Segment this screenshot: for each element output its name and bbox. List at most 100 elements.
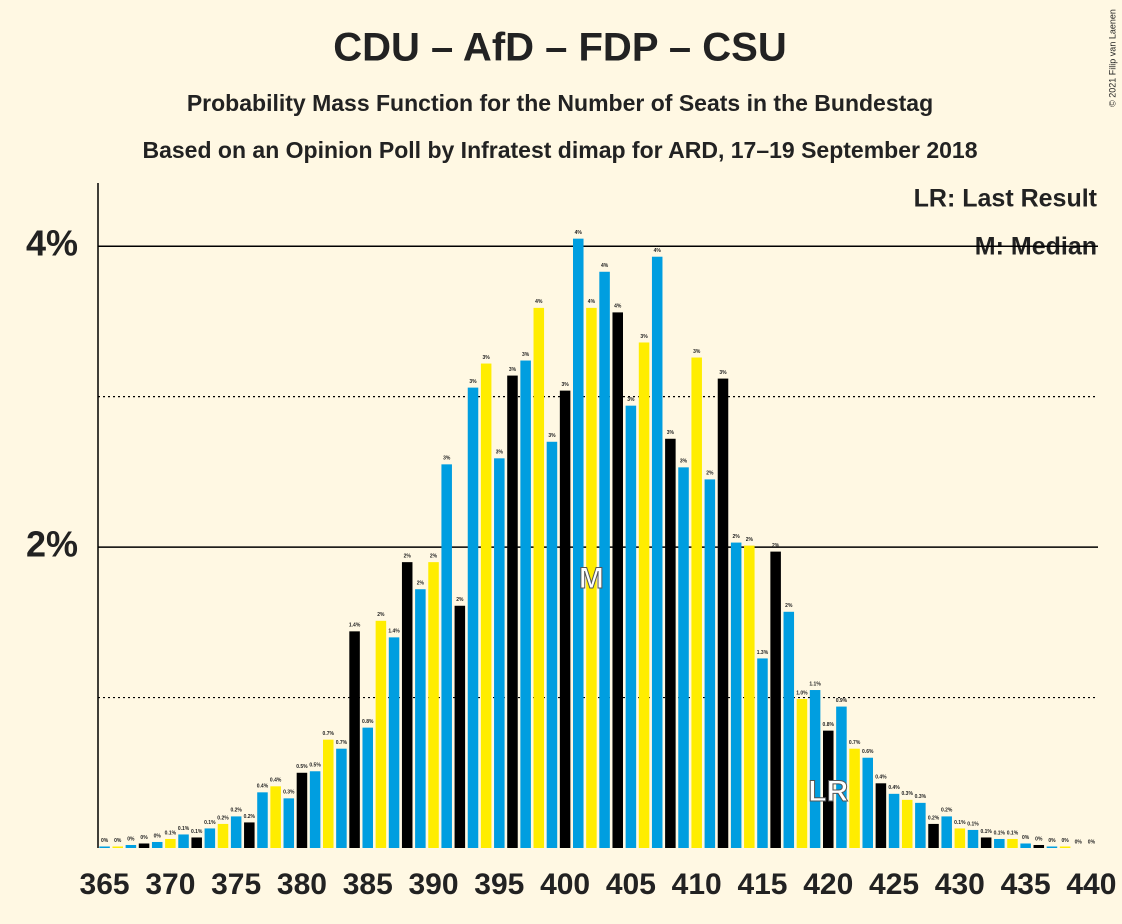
value-label: 3%	[680, 459, 688, 465]
value-label: 0%	[1022, 835, 1030, 841]
bar	[244, 822, 255, 848]
value-label: 0.2%	[928, 815, 940, 821]
value-label: 0%	[114, 838, 122, 844]
bar	[99, 846, 110, 848]
value-label: 4%	[601, 263, 609, 269]
value-label: 0.1%	[191, 829, 203, 835]
bar	[428, 562, 439, 848]
bar	[388, 637, 400, 848]
value-label: 0.1%	[967, 821, 979, 827]
value-label: 0.4%	[888, 785, 900, 791]
value-label: 3%	[548, 433, 556, 439]
bar	[678, 467, 689, 848]
value-label: 0.1%	[954, 820, 966, 826]
bar	[967, 829, 979, 848]
value-label: 0.8%	[362, 719, 374, 725]
x-tick-label: 410	[672, 868, 722, 901]
x-tick-label: 400	[540, 868, 590, 901]
bar	[928, 823, 939, 848]
bar	[1020, 843, 1031, 848]
bar	[165, 838, 176, 848]
bar	[230, 816, 242, 848]
value-label: 4%	[614, 304, 622, 310]
value-label: 1.0%	[796, 690, 808, 696]
bar	[401, 562, 413, 848]
value-label: 0.2%	[941, 808, 953, 814]
value-label: 2%	[746, 537, 754, 543]
value-label: 0.3%	[283, 790, 295, 796]
x-tick-label: 425	[869, 868, 919, 901]
bar	[467, 387, 479, 848]
value-label: 0%	[1035, 836, 1043, 842]
value-label: 0.1%	[994, 830, 1006, 836]
value-label: 4%	[654, 248, 662, 254]
bar	[415, 589, 426, 848]
value-label: 3%	[719, 370, 727, 376]
bar	[480, 363, 492, 848]
bar	[336, 748, 347, 848]
bar	[796, 699, 808, 848]
bar	[809, 690, 821, 848]
value-label: 3%	[483, 355, 491, 361]
bar	[454, 605, 466, 848]
value-label: 0.5%	[296, 764, 308, 770]
value-label: 0.4%	[257, 784, 269, 790]
bar	[546, 441, 558, 848]
bar	[573, 238, 584, 848]
x-tick-label: 370	[145, 868, 195, 901]
bar	[599, 271, 610, 848]
bar	[691, 357, 702, 848]
bar	[823, 730, 834, 848]
value-label: 0.1%	[204, 820, 216, 826]
bar	[441, 464, 452, 848]
value-label: 0.1%	[1007, 830, 1019, 836]
value-label: 3%	[469, 379, 477, 385]
bar	[375, 620, 387, 848]
bar	[862, 757, 873, 848]
value-label: 0.2%	[244, 814, 256, 820]
value-label: 3%	[561, 382, 569, 388]
bar	[138, 843, 150, 848]
bar	[1059, 846, 1071, 848]
bar	[638, 342, 650, 848]
x-tick-label: 375	[211, 868, 261, 901]
value-label: 0%	[127, 836, 135, 842]
value-label: 2%	[456, 597, 464, 603]
value-label: 0.3%	[915, 794, 927, 800]
bar	[533, 307, 545, 848]
bar	[112, 846, 123, 848]
value-label: 0.6%	[862, 749, 874, 755]
bar	[296, 772, 308, 848]
value-label: 0.7%	[336, 740, 348, 746]
value-label: 0.1%	[165, 830, 177, 836]
bar	[559, 390, 571, 848]
bar	[625, 405, 637, 848]
bar	[612, 312, 623, 848]
value-label: 1.3%	[757, 650, 769, 656]
x-tick-label: 415	[737, 868, 787, 901]
bar	[494, 458, 505, 848]
bar	[994, 838, 1005, 848]
value-label: 4%	[588, 299, 596, 305]
value-label: 1.1%	[809, 681, 821, 687]
value-label: 3%	[693, 349, 701, 355]
bar	[257, 792, 268, 848]
x-tick-label: 365	[80, 868, 130, 901]
bar	[1007, 838, 1018, 848]
value-label: 2%	[417, 581, 425, 587]
value-label: 0.9%	[836, 698, 848, 704]
value-label: 2%	[785, 603, 793, 609]
value-label: 3%	[640, 334, 648, 340]
value-label: 0.2%	[230, 808, 242, 814]
bar	[323, 739, 334, 848]
y-tick-label: 2%	[26, 524, 78, 565]
bar	[191, 837, 202, 848]
bar	[309, 771, 321, 848]
x-tick-label: 440	[1066, 868, 1116, 901]
bar	[178, 834, 189, 848]
value-label: 3%	[496, 450, 504, 456]
value-label: 0%	[1061, 838, 1069, 844]
value-label: 0%	[1048, 838, 1056, 844]
value-label: 0.4%	[875, 775, 887, 781]
